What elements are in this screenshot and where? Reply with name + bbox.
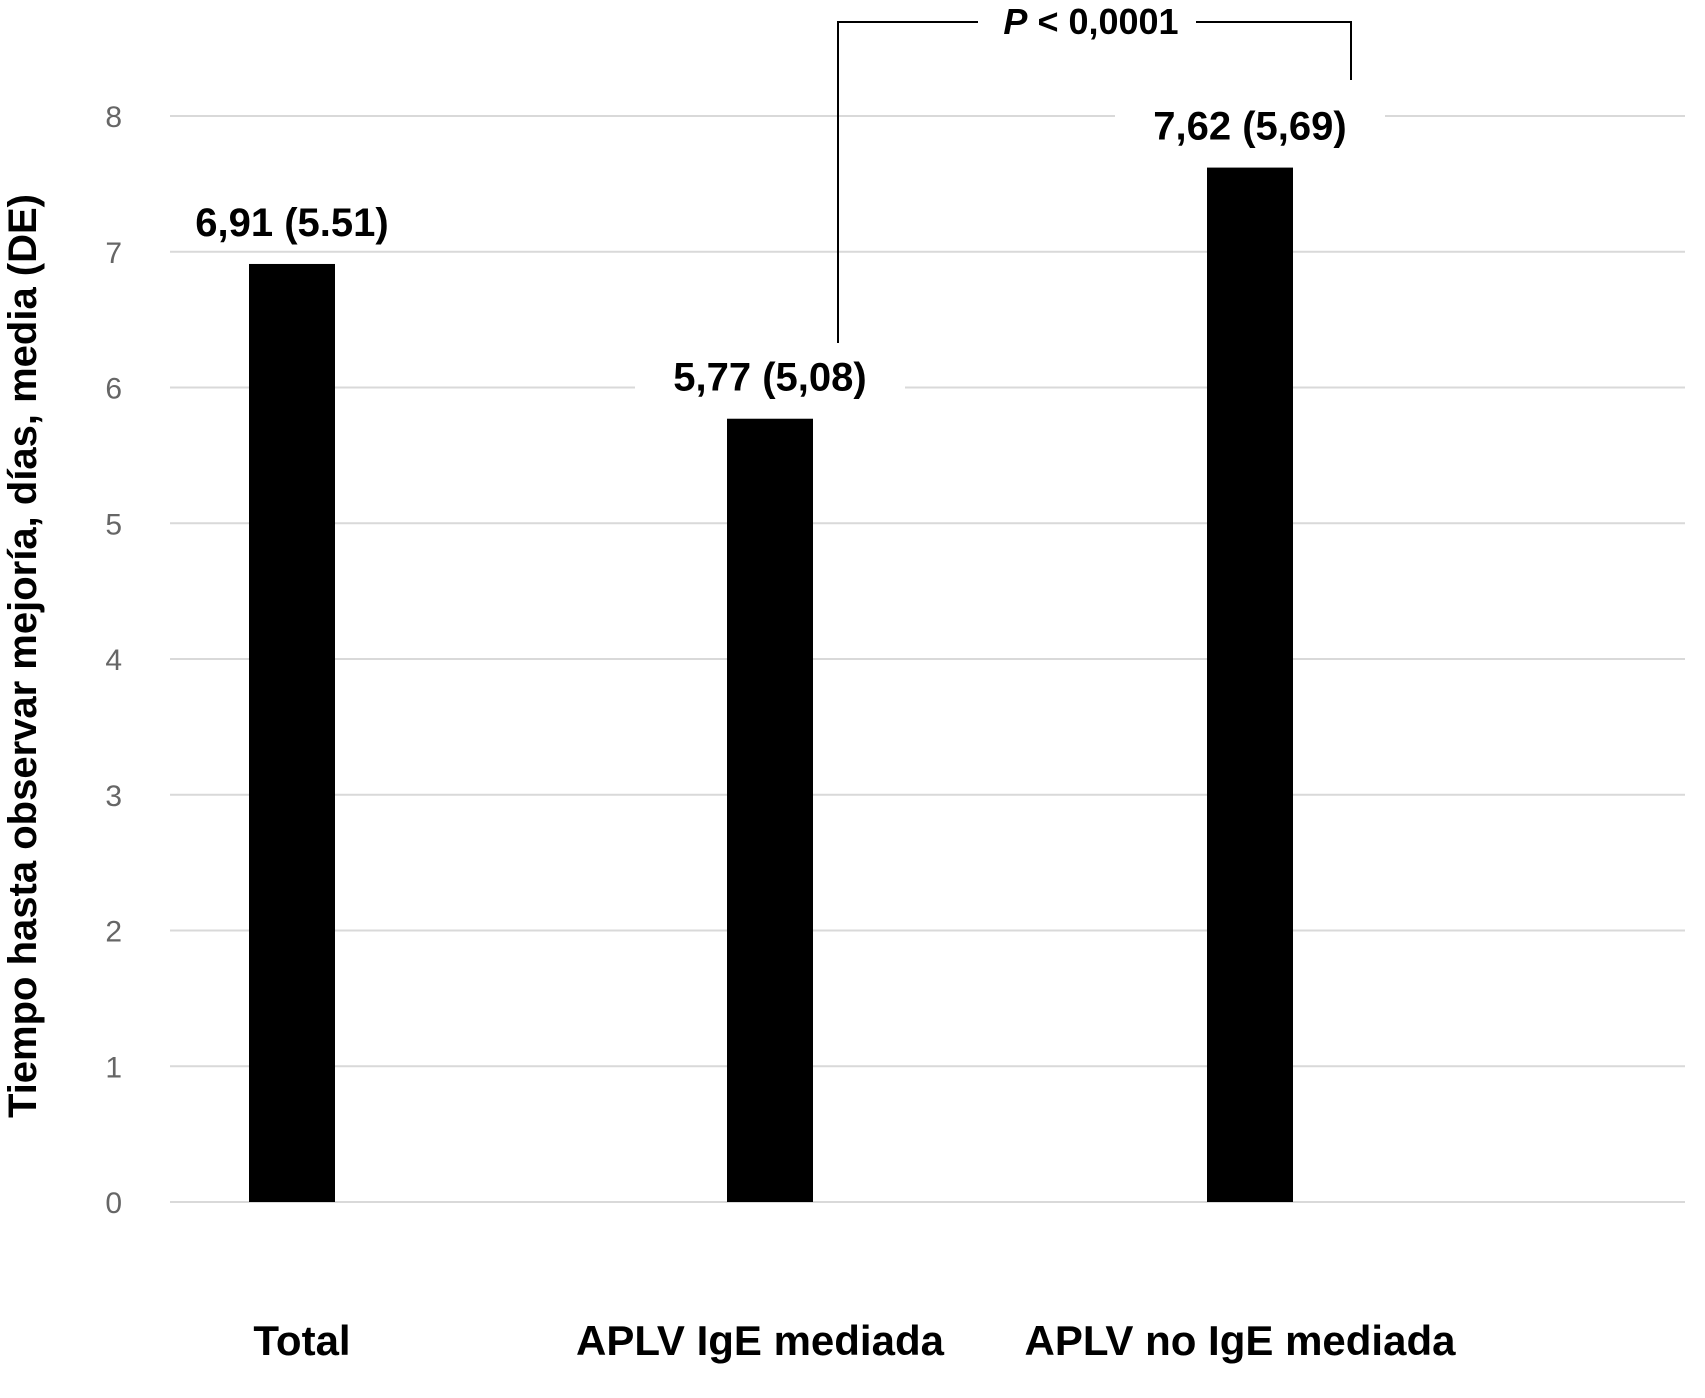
- y-tick-label: 2: [105, 916, 122, 949]
- y-tick-label: 3: [105, 780, 122, 813]
- bracket-left-line: [837, 21, 978, 343]
- y-tick-label: 5: [105, 508, 122, 541]
- bracket-right-line: [1196, 21, 1352, 80]
- y-tick-label: 7: [105, 237, 122, 270]
- p-value-annotation: P < 0,0001: [1003, 1, 1178, 42]
- data-labels: 6,91 (5.51) 5,77 (5,08) 7,62 (5,69): [157, 89, 1385, 403]
- bar: [249, 263, 335, 1202]
- y-axis-ticks: 0 1 2 3 4 5 6 7 8: [105, 101, 122, 1220]
- data-label: 5,77 (5,08): [673, 356, 866, 400]
- y-axis-label: Tiempo hasta observar mejoría, días, med…: [1, 194, 45, 1118]
- y-tick-label: 0: [105, 1187, 122, 1220]
- x-category-label: APLV IgE mediada: [576, 1317, 945, 1364]
- p-value: < 0,0001: [1027, 1, 1178, 42]
- x-axis-categories: Total APLV IgE mediada APLV no IgE mediada: [253, 1317, 1456, 1364]
- data-label-background: [1115, 89, 1385, 152]
- y-tick-label: 6: [105, 373, 122, 406]
- bar: [1207, 167, 1293, 1203]
- y-tick-label: 8: [105, 101, 122, 134]
- data-label-background: [157, 185, 427, 248]
- bars: [249, 167, 1293, 1203]
- y-tick-label: 4: [105, 644, 122, 677]
- p-symbol: P: [1003, 1, 1028, 42]
- significance-bracket: P < 0,0001: [837, 1, 1352, 343]
- bar: [727, 418, 813, 1202]
- x-category-label: Total: [253, 1317, 350, 1364]
- gridlines: [170, 115, 1685, 1203]
- x-category-label: APLV no IgE mediada: [1025, 1317, 1457, 1364]
- data-label: 6,91 (5.51): [195, 201, 388, 245]
- data-label: 7,62 (5,69): [1153, 105, 1346, 149]
- data-label-background: [635, 340, 905, 403]
- y-tick-label: 1: [105, 1051, 122, 1084]
